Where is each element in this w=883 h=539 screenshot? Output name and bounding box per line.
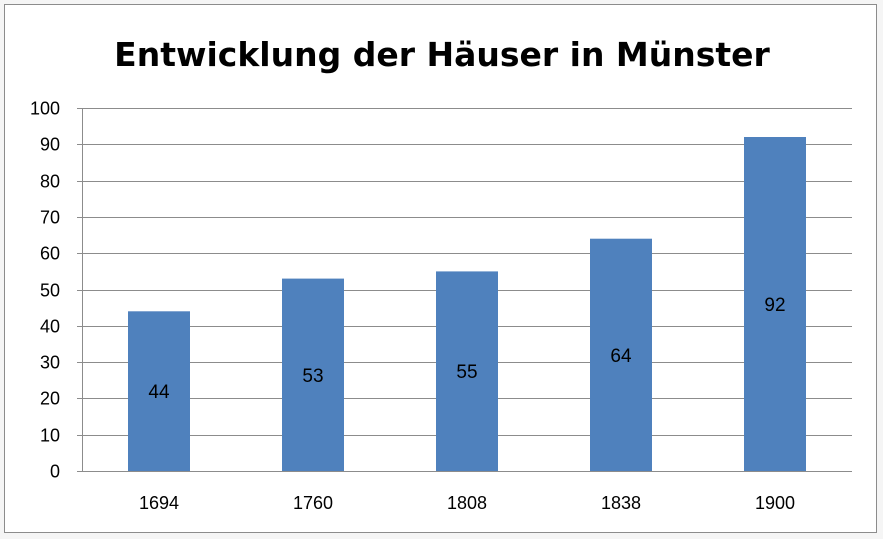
x-tick-label-1808: 1808 xyxy=(447,493,487,513)
bar-1694[interactable] xyxy=(128,311,190,471)
bar-1900[interactable] xyxy=(744,137,806,471)
data-labels: 44 53 55 64 92 xyxy=(148,295,785,403)
x-tick-label-1760: 1760 xyxy=(293,493,333,513)
y-tick-label: 20 xyxy=(40,389,60,409)
bar-1838[interactable] xyxy=(590,238,652,471)
data-label-1694: 44 xyxy=(148,382,170,403)
bar-1760[interactable] xyxy=(282,278,344,471)
chart-title: Entwicklung der Häuser in Münster xyxy=(114,35,770,74)
x-tick-label-1838: 1838 xyxy=(601,493,641,513)
data-label-1760: 53 xyxy=(302,366,323,387)
x-tick-label-1900: 1900 xyxy=(755,493,795,513)
y-axis-tick-labels: 0 10 20 30 40 50 60 70 80 90 100 xyxy=(30,99,60,482)
y-tick-label: 0 xyxy=(50,462,60,482)
data-label-1838: 64 xyxy=(610,346,632,367)
y-tick-label: 10 xyxy=(40,426,60,446)
data-label-1900: 92 xyxy=(764,295,785,316)
y-tick-label: 80 xyxy=(40,172,60,192)
data-label-1808: 55 xyxy=(456,362,477,383)
x-tick-label-1694: 1694 xyxy=(139,493,179,513)
x-axis-tick-labels: 1694 1760 1808 1838 1900 xyxy=(139,493,795,513)
y-tick-label: 100 xyxy=(30,99,60,119)
bar-1808[interactable] xyxy=(436,271,498,471)
y-tick-label: 40 xyxy=(40,317,60,337)
bars xyxy=(128,137,806,471)
y-tick-label: 30 xyxy=(40,353,60,373)
y-tick-label: 60 xyxy=(40,244,60,264)
y-tick-label: 70 xyxy=(40,208,60,228)
y-tick-label: 50 xyxy=(40,281,60,301)
y-tick-label: 90 xyxy=(40,135,60,155)
